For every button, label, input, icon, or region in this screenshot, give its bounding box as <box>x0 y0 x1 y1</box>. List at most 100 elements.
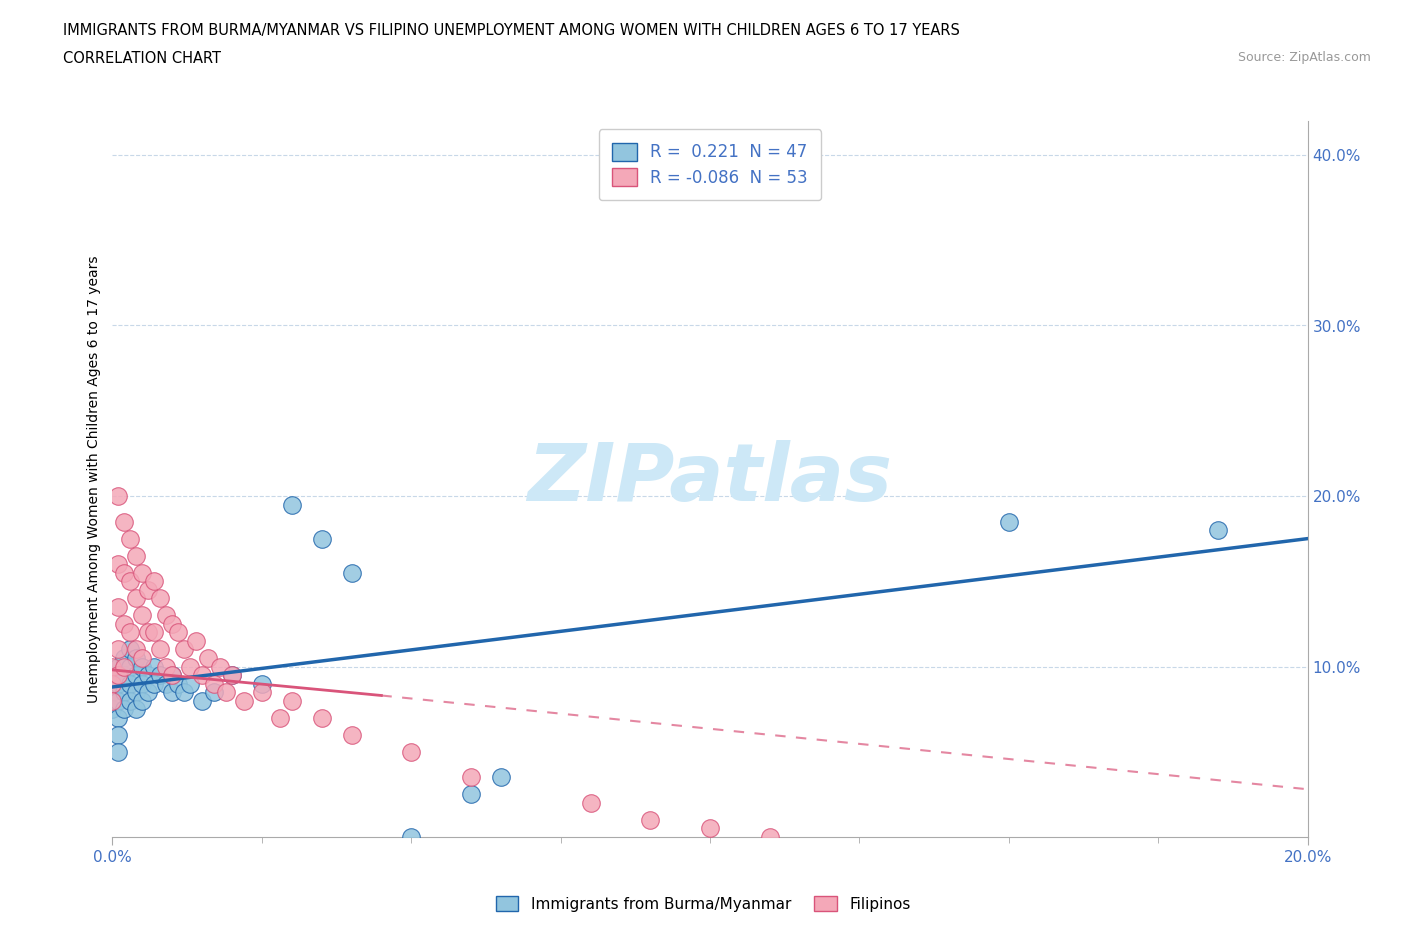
Y-axis label: Unemployment Among Women with Children Ages 6 to 17 years: Unemployment Among Women with Children A… <box>87 255 101 703</box>
Point <box>114 668 135 683</box>
Point <box>114 617 135 631</box>
Point <box>149 668 172 683</box>
Point <box>167 676 190 691</box>
Point <box>107 744 129 759</box>
Legend: R =  0.221  N = 47, R = -0.086  N = 53: R = 0.221 N = 47, R = -0.086 N = 53 <box>599 129 821 200</box>
Point <box>489 770 512 785</box>
Point <box>101 659 124 674</box>
Point <box>125 668 148 683</box>
Point <box>250 684 273 699</box>
Point <box>107 600 129 615</box>
Point <box>460 770 482 785</box>
Point <box>138 625 160 640</box>
Point <box>460 787 482 802</box>
Text: IMMIGRANTS FROM BURMA/MYANMAR VS FILIPINO UNEMPLOYMENT AMONG WOMEN WITH CHILDREN: IMMIGRANTS FROM BURMA/MYANMAR VS FILIPIN… <box>63 23 960 38</box>
Point <box>269 711 291 725</box>
Point <box>120 531 142 546</box>
Point <box>107 727 129 742</box>
Point <box>250 676 273 691</box>
Point <box>155 608 177 623</box>
Point <box>179 676 201 691</box>
Point <box>167 625 190 640</box>
Point <box>131 659 153 674</box>
Point <box>173 684 195 699</box>
Point <box>143 574 166 589</box>
Point <box>162 668 183 683</box>
Text: ZIPatlas: ZIPatlas <box>527 440 893 518</box>
Point <box>107 642 129 657</box>
Point <box>107 659 129 674</box>
Point <box>233 693 256 708</box>
Point <box>101 684 124 699</box>
Point <box>143 676 166 691</box>
Point <box>107 488 129 503</box>
Point <box>125 702 148 717</box>
Text: Source: ZipAtlas.com: Source: ZipAtlas.com <box>1237 51 1371 64</box>
Point <box>179 659 201 674</box>
Point <box>114 702 135 717</box>
Point <box>197 651 219 666</box>
Point <box>155 676 177 691</box>
Point <box>173 642 195 657</box>
Point <box>143 625 166 640</box>
Point <box>221 668 243 683</box>
Point <box>101 668 124 683</box>
Point <box>143 659 166 674</box>
Point <box>101 693 124 708</box>
Legend: Immigrants from Burma/Myanmar, Filipinos: Immigrants from Burma/Myanmar, Filipinos <box>489 889 917 918</box>
Point <box>138 668 160 683</box>
Point <box>281 693 304 708</box>
Point <box>131 676 153 691</box>
Point <box>107 676 129 691</box>
Point <box>215 684 238 699</box>
Point <box>114 659 135 674</box>
Point <box>125 642 148 657</box>
Point <box>186 633 208 648</box>
Point <box>699 821 721 836</box>
Point <box>759 830 782 844</box>
Text: CORRELATION CHART: CORRELATION CHART <box>63 51 221 66</box>
Point <box>114 514 135 529</box>
Point <box>401 744 423 759</box>
Point <box>1206 523 1229 538</box>
Point <box>340 565 363 580</box>
Point <box>191 668 214 683</box>
Point <box>107 693 129 708</box>
Point <box>114 651 135 666</box>
Point <box>138 582 160 597</box>
Point <box>221 668 243 683</box>
Point <box>107 711 129 725</box>
Point <box>311 531 333 546</box>
Point <box>120 574 142 589</box>
Point <box>120 693 142 708</box>
Point <box>120 659 142 674</box>
Point <box>998 514 1021 529</box>
Point <box>162 668 183 683</box>
Point <box>114 565 135 580</box>
Point <box>191 693 214 708</box>
Point <box>579 795 602 810</box>
Point <box>131 608 153 623</box>
Point <box>149 591 172 605</box>
Point <box>120 625 142 640</box>
Point <box>125 684 148 699</box>
Point <box>125 651 148 666</box>
Point <box>101 702 124 717</box>
Point <box>120 642 142 657</box>
Point <box>162 617 183 631</box>
Point <box>281 497 304 512</box>
Point <box>120 676 142 691</box>
Point <box>131 651 153 666</box>
Point <box>131 565 153 580</box>
Point <box>311 711 333 725</box>
Point <box>107 668 129 683</box>
Point <box>202 684 225 699</box>
Point <box>149 642 172 657</box>
Point <box>209 659 232 674</box>
Point <box>114 684 135 699</box>
Point <box>340 727 363 742</box>
Point <box>202 676 225 691</box>
Point <box>131 693 153 708</box>
Point <box>138 684 160 699</box>
Point <box>125 591 148 605</box>
